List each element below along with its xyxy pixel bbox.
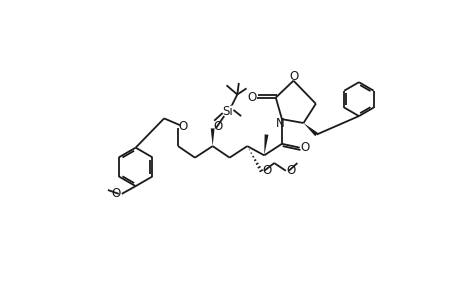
Text: O: O	[112, 187, 121, 200]
Text: O: O	[261, 164, 271, 177]
Polygon shape	[210, 128, 214, 146]
Polygon shape	[263, 134, 268, 155]
Text: Si: Si	[222, 105, 233, 118]
Text: O: O	[300, 141, 309, 154]
Text: O: O	[286, 164, 295, 177]
Polygon shape	[303, 123, 317, 136]
Text: O: O	[289, 70, 298, 83]
Text: O: O	[247, 91, 256, 104]
Text: O: O	[213, 120, 222, 133]
Text: N: N	[275, 117, 284, 130]
Text: O: O	[179, 120, 188, 134]
